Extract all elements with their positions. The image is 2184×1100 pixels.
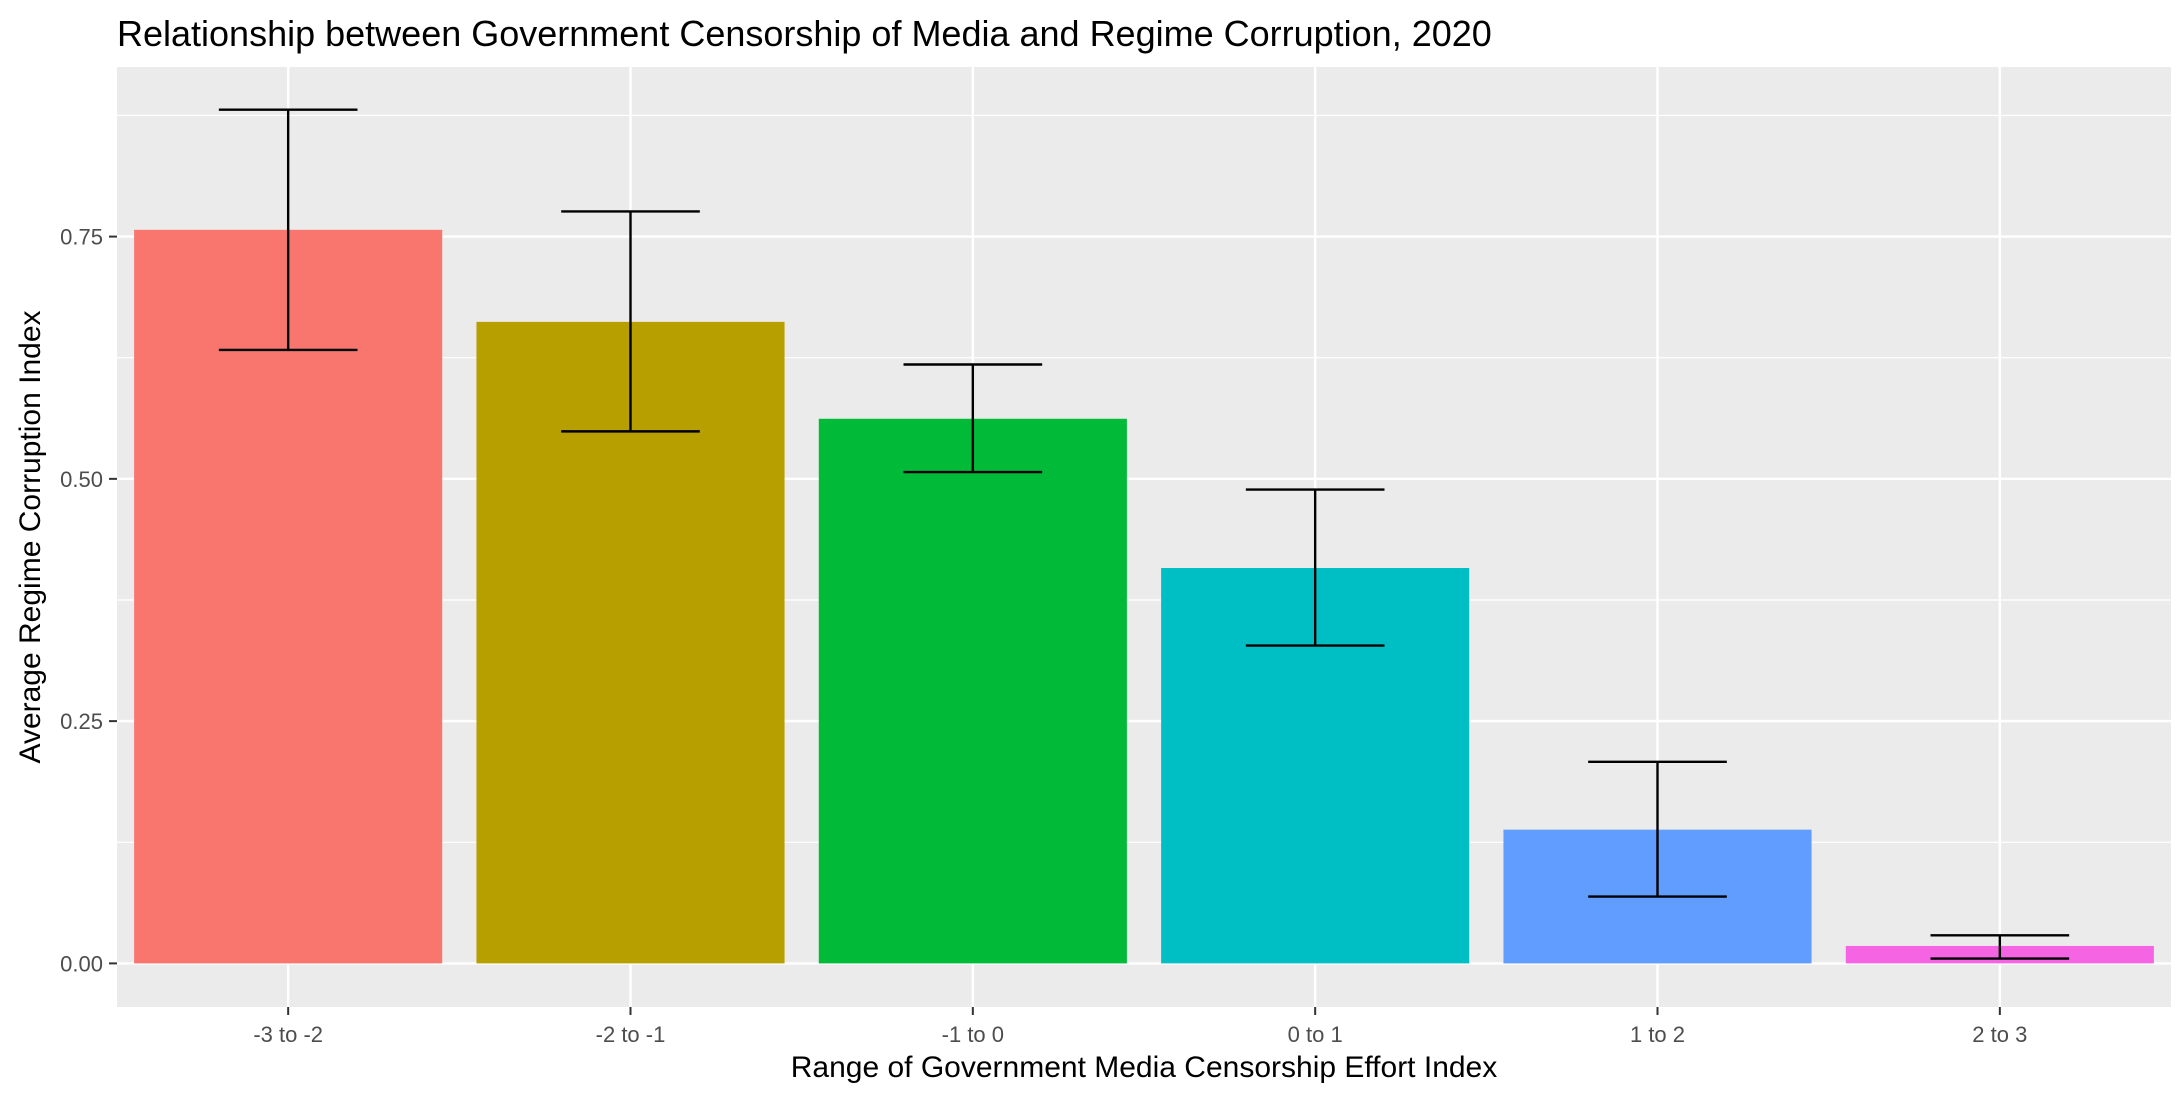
x-tick-label: 0 to 1 [1288, 1022, 1343, 1047]
x-tick-label: -2 to -1 [596, 1022, 666, 1047]
error-bar [218, 108, 358, 352]
error-bar [561, 210, 700, 433]
y-axis: 0.00 0.25 0.50 0.75 [60, 225, 117, 976]
plot-panel [117, 67, 2171, 1007]
bar [134, 229, 443, 964]
bar [818, 418, 1127, 964]
minor-gridlines [117, 114, 2171, 843]
error-bar [1588, 760, 1727, 898]
y-tick-label: 0.50 [60, 467, 103, 492]
y-tick-label: 0.75 [60, 225, 103, 250]
x-tick-label: 2 to 3 [1972, 1022, 2027, 1047]
error-bar [1245, 488, 1385, 647]
error-bars [218, 108, 2070, 960]
bars [134, 229, 2154, 964]
chart-title: Relationship between Government Censorsh… [117, 13, 1492, 54]
x-tick-label: 1 to 2 [1630, 1022, 1685, 1047]
y-axis-title: Average Regime Corruption Index [14, 310, 47, 763]
y-tick-label: 0.25 [60, 709, 103, 734]
y-tick-label: 0.00 [60, 951, 103, 976]
x-axis: -3 to -2 -2 to -1 -1 to 0 0 to 1 1 to 2 2 to … [253, 1007, 2027, 1047]
x-tick-label: -3 to -2 [253, 1022, 323, 1047]
x-axis-title: Range of Government Media Censorship Eff… [791, 1051, 1498, 1084]
x-tick-label: -1 to 0 [942, 1022, 1004, 1047]
error-bar [1930, 934, 2070, 960]
error-bar [903, 363, 1043, 474]
